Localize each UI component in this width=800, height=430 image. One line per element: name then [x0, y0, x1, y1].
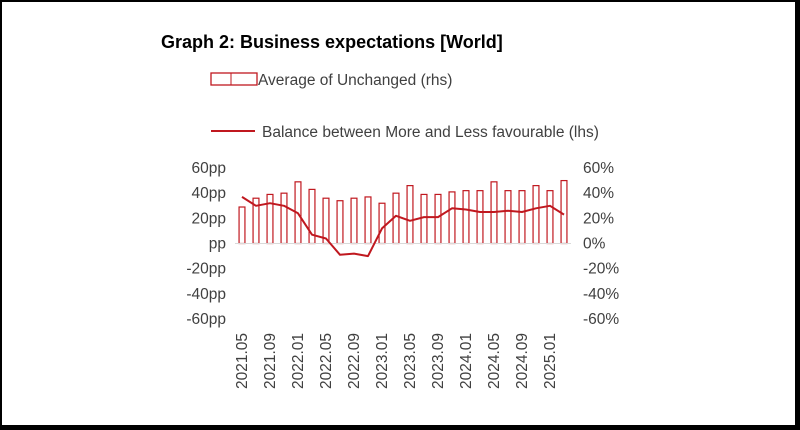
x-axis-tick-label: 2022.01 [290, 333, 307, 389]
left-axis-tick-label: -60pp [186, 311, 226, 328]
bar-unchanged [266, 193, 274, 245]
bar-unchanged [448, 191, 456, 245]
bar-unchanged [336, 200, 344, 245]
legend: Average of Unchanged (rhs) Balance betwe… [210, 72, 599, 141]
bar-unchanged [420, 193, 428, 245]
left-axis-tick-label: -40pp [186, 286, 226, 303]
legend-line-label: Balance between More and Less favourable… [262, 124, 599, 141]
right-axis-tick-label: 40% [583, 185, 614, 202]
bar-unchanged [238, 206, 246, 245]
bar-unchanged [364, 196, 372, 245]
legend-bar-label: Average of Unchanged (rhs) [258, 72, 452, 89]
x-axis-tick-label: 2024.01 [458, 333, 475, 389]
right-axis-tick-label: 60% [583, 160, 614, 177]
line-balance-series [241, 196, 565, 258]
x-axis-tick-label: 2021.05 [234, 333, 251, 389]
x-axis-tick-label: 2021.09 [262, 333, 279, 389]
right-axis-tick-label: -60% [583, 311, 619, 328]
bar-unchanged [518, 190, 526, 245]
right-axis-tick-label: 20% [583, 210, 614, 227]
x-axis-tick-label: 2022.05 [318, 333, 335, 389]
x-axis-tick-label: 2025.01 [542, 333, 559, 389]
bar-unchanged [462, 190, 470, 245]
chart-title: Graph 2: Business expectations [World] [161, 32, 503, 52]
left-axis-tick-label: pp [209, 236, 226, 253]
x-axis-tick-label: 2024.09 [514, 333, 531, 389]
bar-unchanged [322, 197, 330, 245]
bar-unchanged [280, 192, 288, 245]
x-axis-tick-label: 2022.09 [346, 333, 363, 389]
bar-unchanged [476, 190, 484, 245]
bar-unchanged [546, 190, 554, 245]
x-axis-tick-label: 2023.01 [374, 333, 391, 389]
bar-unchanged [434, 193, 442, 245]
x-axis-tick-label: 2023.09 [430, 333, 447, 389]
bar-unchanged [378, 202, 386, 245]
right-axis-tick-label: -40% [583, 286, 619, 303]
bar-unchanged [560, 179, 568, 245]
left-axis-tick-label: 40pp [192, 185, 226, 202]
left-axis-tick-label: 20pp [192, 210, 226, 227]
x-axis-tick-label: 2024.05 [486, 333, 503, 389]
right-axis-tick-label: 0% [583, 236, 606, 253]
left-axis-tick-label: -20pp [186, 261, 226, 278]
bar-unchanged [406, 185, 414, 245]
bar-unchanged [504, 190, 512, 245]
legend-bar-swatch [210, 72, 258, 86]
bar-unchanged [350, 197, 358, 245]
plot-area: 60pp 40pp 20pp pp -20pp -40pp -60pp 60% 40% 20% 0%… [186, 160, 619, 389]
x-axis-tick-label: 2023.05 [402, 333, 419, 389]
bar-unchanged [532, 185, 540, 245]
left-axis-tick-label: 60pp [192, 160, 226, 177]
right-axis-tick-label: -20% [583, 261, 619, 278]
